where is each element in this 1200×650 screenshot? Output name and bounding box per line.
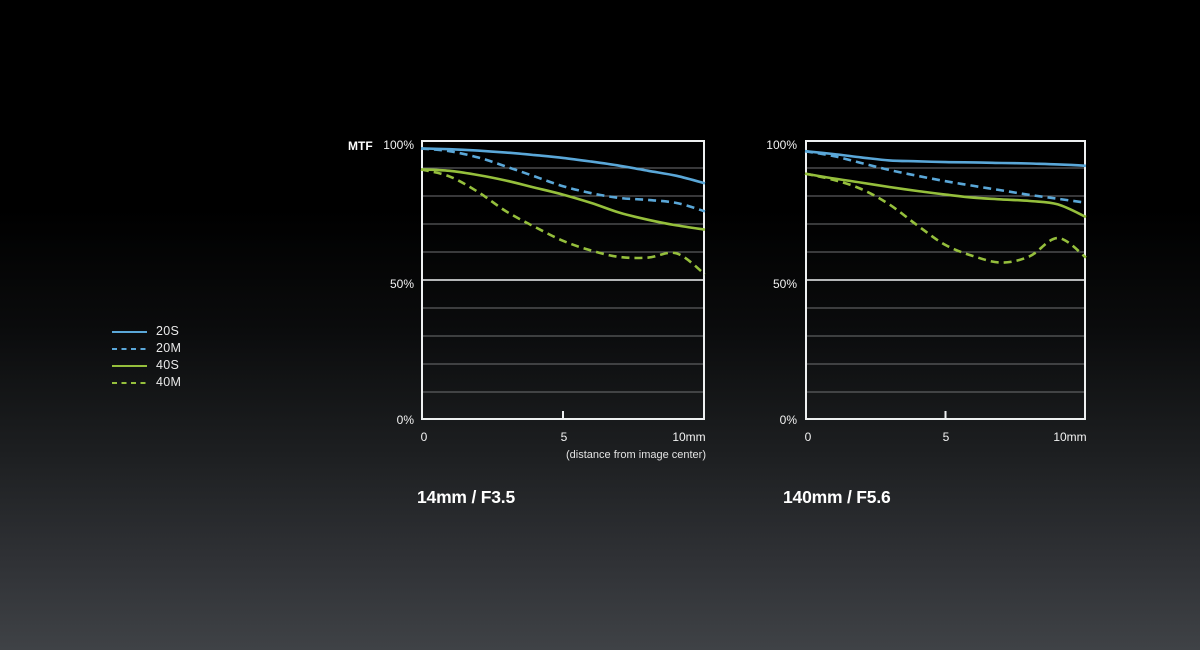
- mtf-legend: 20S 20M 40S 40M: [112, 323, 181, 391]
- legend-label-40m: 40M: [156, 375, 182, 389]
- legend-item-20s: 20S: [112, 323, 181, 340]
- legend-line-40m-icon: [112, 381, 147, 384]
- chart-title-14mm: 14mm / F3.5: [417, 487, 515, 507]
- legend-label-20m: 20M: [156, 341, 182, 355]
- y-tick-100: 100%: [766, 138, 797, 152]
- legend-item-40s: 40S: [112, 357, 181, 374]
- legend-line-20m-icon: [112, 347, 147, 350]
- legend-item-20m: 20M: [112, 340, 181, 357]
- legend-label-20s: 20S: [156, 324, 180, 338]
- legend-line-20s-icon: [112, 330, 147, 333]
- x-tick-5: 5: [560, 430, 568, 444]
- y-tick-50: 50%: [389, 277, 414, 291]
- x-tick-0: 0: [804, 430, 812, 444]
- y-tick-50: 50%: [772, 277, 797, 291]
- mtf-plot-area-14mm: [420, 140, 706, 420]
- x-axis-note: (distance from image center): [566, 449, 706, 461]
- y-tick-0: 0%: [779, 413, 797, 427]
- x-tick-10mm: 10mm: [672, 430, 706, 444]
- x-tick-10mm: 10mm: [1053, 430, 1087, 444]
- legend-item-40m: 40M: [112, 374, 181, 391]
- chart-title-140mm: 140mm / F5.6: [783, 487, 891, 507]
- legend-label-40s: 40S: [156, 358, 180, 372]
- x-tick-0: 0: [420, 430, 428, 444]
- y-axis-title: MTF: [348, 139, 373, 153]
- mtf-plot-area-140mm: [804, 140, 1087, 420]
- legend-line-40s-icon: [112, 364, 147, 367]
- y-tick-100: 100%: [383, 138, 414, 152]
- x-tick-5: 5: [942, 430, 950, 444]
- y-tick-0: 0%: [396, 413, 414, 427]
